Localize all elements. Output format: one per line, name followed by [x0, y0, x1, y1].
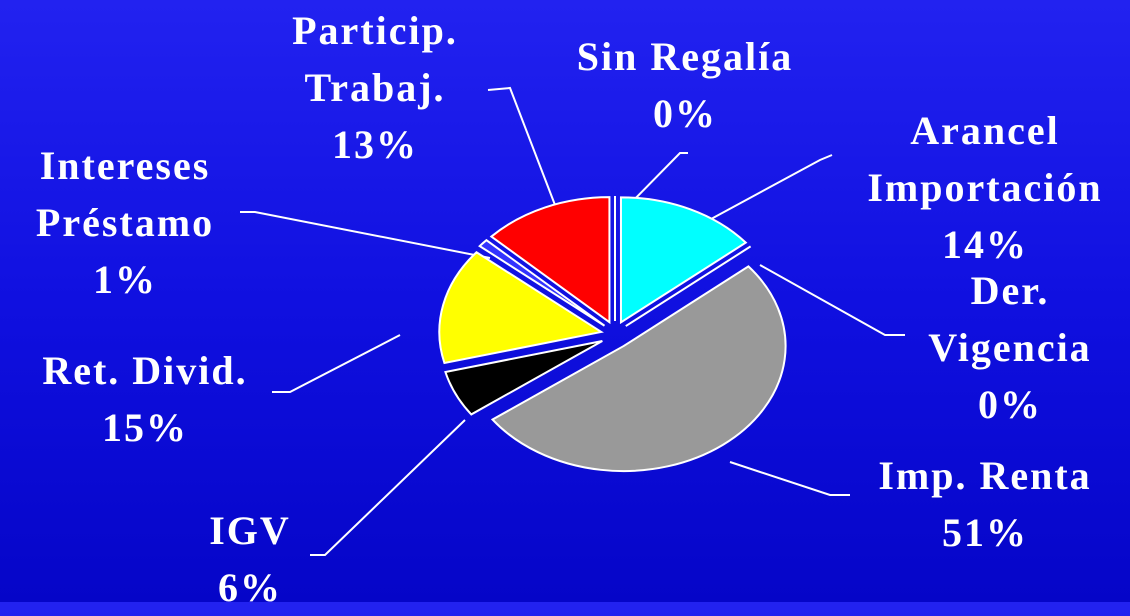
- leader-line: [759, 264, 905, 336]
- category-label: Ret. Divid.: [42, 348, 248, 393]
- category-label: Der. Vigencia: [928, 268, 1092, 370]
- slice-label: Sin Regalía 0%: [535, 28, 835, 142]
- category-label: Imp. Renta: [878, 453, 1092, 498]
- value-label: 1%: [93, 257, 157, 302]
- value-label: 51%: [942, 510, 1028, 555]
- leader-line: [272, 334, 401, 393]
- leader-line: [699, 154, 833, 226]
- pie-slice: [625, 245, 752, 327]
- value-label: 0%: [978, 382, 1042, 427]
- slice-label: Arancel Importación 14%: [830, 102, 1130, 273]
- pie-slice: [438, 251, 604, 365]
- slice-label: Particip. Trabaj. 13%: [260, 2, 490, 173]
- value-label: 13%: [332, 122, 418, 167]
- leader-lines: [240, 86, 905, 556]
- slice-label: Imp. Renta 51%: [830, 447, 1130, 561]
- leader-line: [240, 211, 491, 259]
- value-label: 15%: [102, 405, 188, 450]
- slice-label: IGV 6%: [140, 502, 360, 616]
- pie-slice: [490, 265, 787, 473]
- leader-line: [310, 419, 466, 556]
- chart: [240, 86, 905, 556]
- category-label: Particip. Trabaj.: [292, 8, 458, 110]
- slice-label: Intereses Préstamo 1%: [0, 137, 250, 308]
- category-label: IGV: [209, 508, 291, 553]
- value-label: 0%: [653, 91, 717, 136]
- value-label: 14%: [942, 222, 1028, 267]
- pie-slice: [478, 238, 606, 327]
- category-label: Intereses Préstamo: [35, 143, 215, 245]
- value-label: 6%: [218, 565, 282, 610]
- leader-line: [729, 461, 850, 496]
- slice-label: Ret. Divid. 15%: [0, 342, 290, 456]
- pie-slice: [619, 196, 748, 325]
- pie-slice: [444, 339, 603, 416]
- leader-line: [621, 152, 688, 213]
- category-label: Arancel Importación: [867, 108, 1103, 210]
- pie-slice: [489, 196, 611, 325]
- category-label: Sin Regalía: [576, 34, 794, 79]
- slice-label: Der. Vigencia 0%: [900, 262, 1120, 433]
- page: {"chart_data": {"type": "pie", "categori…: [0, 0, 1130, 602]
- leader-line: [487, 86, 556, 206]
